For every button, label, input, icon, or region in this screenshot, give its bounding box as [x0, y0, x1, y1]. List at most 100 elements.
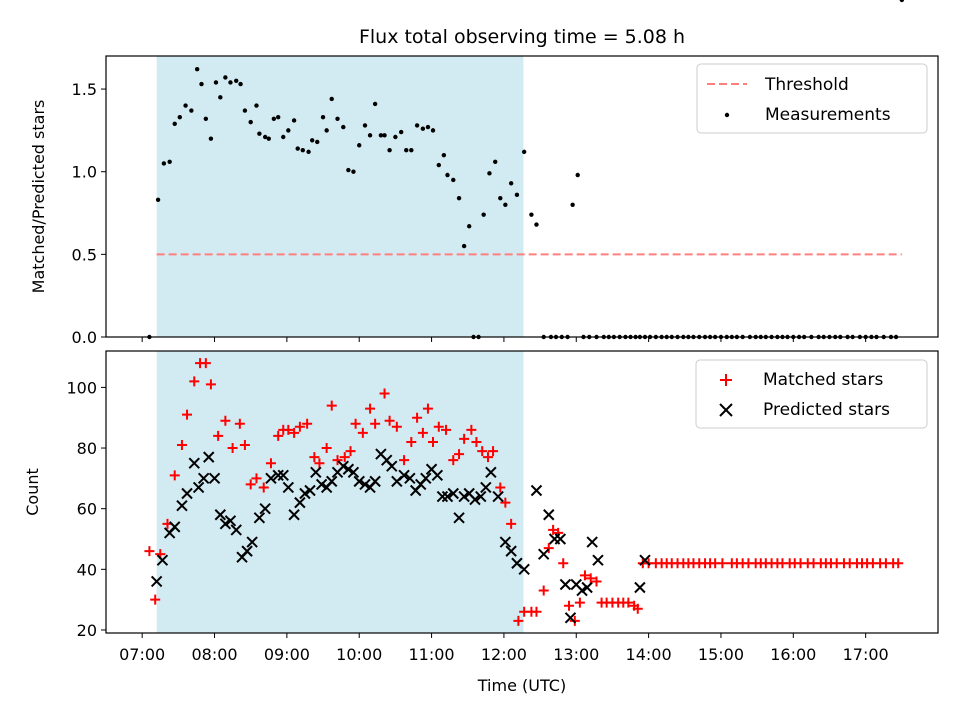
predicted-star-point — [277, 469, 289, 482]
ratio-y-tick-label: 0.0 — [72, 328, 97, 347]
matched-star-point — [332, 455, 343, 466]
measurement-point — [367, 133, 373, 138]
measurement-point — [351, 169, 356, 174]
matched-star-point — [169, 470, 180, 481]
matched-star-point — [564, 600, 575, 611]
matched-star-point — [495, 482, 506, 493]
matched-star-point — [309, 452, 320, 463]
measurement-point — [223, 75, 228, 80]
predicted-star-point — [208, 472, 221, 485]
matched-star-point — [893, 558, 904, 569]
matched-star-point — [482, 452, 493, 463]
predicted-star-point — [475, 490, 487, 503]
matched-star-point — [422, 403, 433, 414]
counts-marks — [144, 358, 904, 626]
counts-legend: Matched stars Predicted stars — [695, 359, 928, 429]
predicted-star-point — [219, 518, 232, 530]
measurement-point — [414, 123, 420, 128]
measurement-point — [234, 78, 239, 83]
matched-star-point — [632, 603, 643, 614]
matched-star-point — [294, 421, 305, 432]
measurement-point — [218, 95, 223, 100]
measurement-point — [393, 134, 398, 140]
matched-star-point — [454, 449, 465, 460]
measurement-point — [248, 119, 253, 125]
predicted-star-point — [492, 490, 504, 503]
matched-star-point — [314, 458, 325, 469]
predicted-star-point — [342, 463, 355, 475]
measurement-point — [503, 202, 508, 207]
predicted-star-point — [246, 536, 258, 548]
measurement-point — [320, 114, 326, 120]
ratio-y-tick-label: 1.0 — [72, 163, 97, 182]
predicted-star-point — [499, 536, 512, 548]
measurement-point — [378, 133, 384, 138]
matched-star-point — [591, 576, 602, 587]
counts-x-tick-label: 10:00 — [336, 645, 382, 664]
predicted-star-point — [326, 475, 338, 488]
counts-y-tick-label: 20 — [77, 621, 97, 640]
legend-matched-label: Matched stars — [763, 370, 883, 390]
measurement-point — [346, 167, 351, 173]
measurement-point — [167, 159, 172, 164]
matched-star-point — [513, 615, 524, 626]
counts-x-tick-label: 09:00 — [264, 645, 310, 664]
predicted-star-point — [420, 472, 432, 485]
predicted-star-point — [310, 466, 322, 478]
predicted-star-point — [353, 475, 365, 488]
predicted-star-point — [337, 460, 350, 472]
predicted-star-point — [485, 466, 497, 478]
measurement-point — [420, 126, 426, 131]
predicted-star-point — [586, 536, 598, 548]
measurement-point — [309, 138, 315, 143]
legend-measurements-label: Measurements — [765, 105, 891, 125]
predicted-star-point — [288, 509, 300, 521]
predicted-star-point — [441, 490, 454, 503]
measurement-point — [409, 148, 414, 153]
matched-star-point — [283, 424, 294, 435]
measurement-point — [456, 195, 462, 201]
matched-star-point — [345, 446, 356, 457]
measurement-point — [441, 152, 447, 158]
x-axis-label: Time (UTC) — [477, 676, 566, 695]
matched-star-point — [543, 543, 554, 554]
measurement-point — [461, 243, 467, 249]
predicted-star-point — [581, 581, 593, 594]
ratio-shaded-region — [156, 56, 524, 337]
counts-x-tick-label: 17:00 — [843, 645, 889, 664]
measurement-point — [570, 202, 575, 207]
ratio-panel: 0.0 0.5 1.0 1.5 Matched/Predicted stars Thr… — [29, 0, 939, 347]
measurement-point — [254, 103, 259, 108]
matched-star-point — [265, 458, 276, 469]
matched-star-point — [379, 388, 390, 399]
measurement-point — [266, 136, 271, 141]
matched-star-point — [220, 415, 231, 426]
measurement-point — [487, 171, 492, 176]
predicted-star-point — [169, 521, 181, 533]
measurement-point — [404, 148, 409, 153]
predicted-star-point — [592, 554, 604, 566]
measurement-point — [436, 162, 441, 168]
matched-star-point — [182, 409, 193, 420]
matched-star-point — [574, 597, 585, 608]
predicted-star-point — [469, 493, 481, 506]
predicted-star-point — [554, 533, 567, 545]
measurement-point — [172, 121, 177, 126]
measurement-point — [529, 212, 534, 217]
predicted-star-point — [447, 487, 459, 500]
measurement-point — [271, 116, 277, 122]
measurement-point — [362, 123, 368, 128]
matched-star-point — [471, 436, 482, 447]
measurement-point — [286, 128, 291, 133]
legend-measurements-swatch — [724, 112, 730, 118]
matched-star-point — [406, 436, 417, 447]
measurement-point — [291, 118, 297, 123]
counts-plot-frame — [105, 350, 939, 634]
matched-star-point — [488, 446, 499, 457]
predicted-star-point — [241, 545, 253, 557]
measurement-point — [514, 192, 520, 198]
measurement-point — [521, 149, 527, 155]
measurement-point — [257, 131, 262, 136]
counts-x-tick-label: 11:00 — [409, 645, 455, 664]
matched-star-point — [227, 443, 238, 454]
